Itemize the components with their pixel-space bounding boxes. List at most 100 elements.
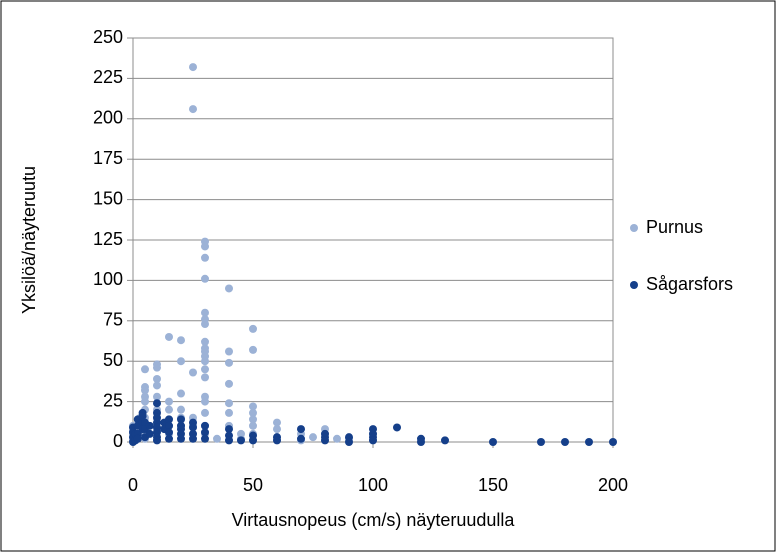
scatter-point	[189, 434, 197, 443]
scatter-point	[165, 428, 173, 437]
scatter-point	[249, 402, 257, 411]
scatter-point	[201, 337, 209, 346]
scatter-point	[225, 347, 233, 356]
y-tick-label: 25	[103, 390, 123, 410]
scatter-point	[145, 421, 154, 430]
scatter-point	[138, 412, 147, 421]
scatter-point	[201, 373, 209, 382]
scatter-point	[165, 332, 173, 341]
scatter-point	[145, 429, 154, 438]
scatter-point	[417, 438, 425, 446]
scatter-point	[321, 436, 329, 445]
scatter-point	[225, 436, 233, 445]
scatter-point	[201, 397, 209, 406]
scatter-point	[165, 397, 173, 406]
scatter-point	[201, 357, 209, 366]
scatter-point	[309, 433, 317, 442]
legend-marker	[630, 224, 638, 232]
scatter-point	[177, 389, 185, 398]
scatter-point	[201, 274, 209, 283]
scatter-point	[297, 425, 305, 434]
legend-marker	[630, 281, 638, 289]
scatter-point	[333, 434, 341, 443]
scatter-point	[165, 405, 173, 414]
scatter-point	[153, 436, 161, 445]
scatter-point	[489, 438, 497, 446]
scatter-point	[537, 438, 545, 446]
scatter-point	[201, 320, 209, 329]
scatter-point	[273, 425, 281, 434]
scatter-point	[609, 438, 617, 446]
scatter-point	[345, 438, 353, 446]
y-tick-label: 75	[103, 310, 123, 330]
scatter-point	[189, 423, 197, 432]
scatter-point	[225, 408, 233, 417]
scatter-point	[201, 434, 209, 443]
scatter-point	[441, 436, 449, 445]
y-tick-label: 125	[93, 229, 123, 249]
scatter-point	[165, 421, 173, 430]
y-axis-label: Yksilöä/näyteruutu	[19, 166, 39, 314]
scatter-point	[249, 415, 257, 424]
scatter-point	[153, 374, 161, 383]
scatter-point	[189, 63, 197, 72]
x-tick-label: 100	[358, 475, 388, 495]
scatter-point	[141, 386, 149, 395]
y-tick-label: 150	[93, 188, 123, 208]
scatter-point	[165, 415, 173, 424]
scatter-point	[201, 428, 209, 437]
legend-label: Purnus	[646, 217, 703, 237]
x-tick-label: 50	[243, 475, 263, 495]
scatter-point	[393, 423, 401, 432]
scatter-point	[177, 336, 185, 345]
scatter-point	[133, 434, 142, 443]
legend-label: Sågarsfors	[646, 274, 733, 294]
scatter-point	[297, 434, 305, 443]
scatter-point	[201, 253, 209, 262]
scatter-point	[225, 425, 233, 434]
scatter-point	[273, 436, 281, 445]
x-tick-label: 150	[478, 475, 508, 495]
scatter-point	[273, 418, 281, 427]
y-tick-label: 50	[103, 350, 123, 370]
scatter-point	[249, 324, 257, 333]
scatter-point	[237, 436, 245, 445]
scatter-point	[249, 436, 257, 445]
y-tick-label: 100	[93, 269, 123, 289]
scatter-point	[201, 242, 209, 251]
scatter-point	[369, 436, 377, 445]
scatter-point	[165, 434, 173, 443]
scatter-point	[225, 379, 233, 388]
scatter-point	[153, 392, 161, 401]
scatter-point	[201, 365, 209, 374]
y-tick-label: 200	[93, 108, 123, 128]
scatter-point	[153, 381, 161, 390]
scatter-point	[201, 408, 209, 417]
scatter-point	[561, 438, 569, 446]
scatter-point	[201, 421, 209, 430]
scatter-point	[177, 405, 185, 414]
x-axis-label: Virtausnopeus (cm/s) näyteruudulla	[232, 510, 516, 530]
scatter-point	[153, 399, 161, 408]
x-tick-label: 200	[598, 475, 628, 495]
scatter-point	[177, 415, 185, 424]
scatter-point	[141, 397, 149, 406]
scatter-point	[153, 363, 161, 372]
scatter-point	[213, 434, 221, 443]
scatter-point	[189, 105, 197, 114]
scatter-point	[225, 284, 233, 293]
scatter-point	[249, 408, 257, 417]
scatter-point	[141, 365, 149, 374]
y-tick-label: 175	[93, 148, 123, 168]
scatter-point	[225, 358, 233, 367]
scatter-point	[225, 399, 233, 408]
scatter-point	[177, 357, 185, 366]
scatter-point	[189, 368, 197, 377]
y-tick-label: 250	[93, 27, 123, 47]
scatter-point	[249, 345, 257, 354]
y-tick-label: 0	[113, 431, 123, 451]
scatter-point	[201, 308, 209, 317]
scatter-point	[177, 434, 185, 443]
